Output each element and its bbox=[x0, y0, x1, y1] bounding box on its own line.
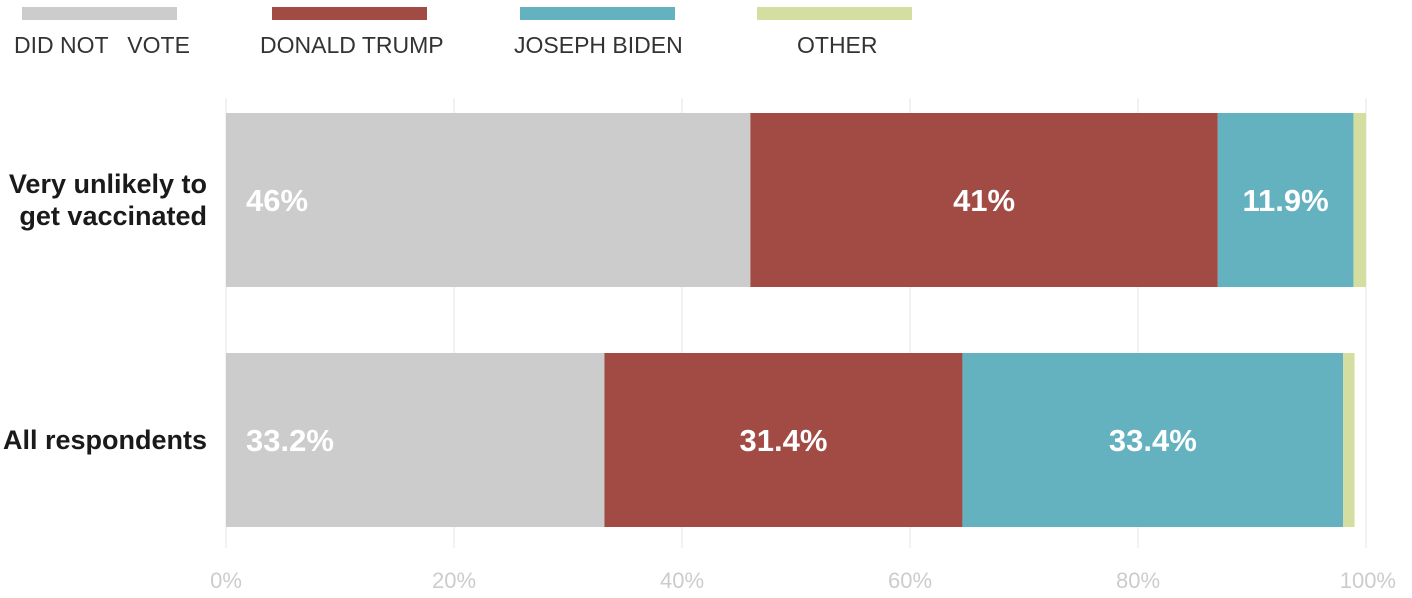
legend-swatch-did-not-vote bbox=[22, 7, 177, 20]
bar-segment-other-all-respondents bbox=[1343, 353, 1355, 527]
x-tick-label-5: 100% bbox=[1340, 568, 1396, 593]
category-label-all-respondents-line-0: All respondents bbox=[3, 425, 207, 455]
data-label-joseph-biden-all-respondents: 33.4% bbox=[1109, 423, 1197, 458]
data-label-joseph-biden-very-unlikely-to-get-vaccinated: 11.9% bbox=[1243, 183, 1329, 218]
bar-segment-did-not-vote-all-respondents bbox=[226, 353, 605, 527]
data-label-donald-trump-all-respondents: 31.4% bbox=[740, 423, 828, 458]
legend-label-joseph-biden: JOSEPH BIDEN bbox=[514, 32, 683, 58]
x-axis-ticks: 0% 20% 40% 60% 80% 100% bbox=[210, 568, 1396, 593]
x-tick-label-0: 0% bbox=[210, 568, 242, 593]
legend-swatch-joseph-biden bbox=[520, 7, 675, 20]
data-label-did-not-vote-all-respondents: 33.2% bbox=[246, 423, 334, 458]
bar-segment-did-not-vote-very-unlikely-to-get-vaccinated bbox=[226, 113, 751, 287]
legend-item-donald-trump: DONALD TRUMP bbox=[260, 7, 444, 58]
bar-row-very-unlikely-to-get-vaccinated: 46% 41% 11.9% bbox=[226, 113, 1366, 287]
legend-label-other: OTHER bbox=[797, 32, 878, 58]
legend-item-other: OTHER bbox=[757, 7, 912, 58]
bar-segment-joseph-biden-very-unlikely-to-get-vaccinated bbox=[1217, 113, 1354, 287]
legend: DID NOT VOTE DONALD TRUMP JOSEPH BIDEN OTHE… bbox=[14, 7, 912, 58]
bar-segment-donald-trump-very-unlikely-to-get-vaccinated bbox=[750, 113, 1218, 287]
bar-row-all-respondents: 33.2% 31.4% 33.4% bbox=[226, 353, 1355, 527]
x-tick-label-4: 80% bbox=[1116, 568, 1160, 593]
x-tick-label-1: 20% bbox=[432, 568, 476, 593]
data-label-did-not-vote-very-unlikely-to-get-vaccinated: 46% bbox=[246, 183, 308, 218]
bars: 46% 41% 11.9% 33.2% 31.4% 33.4% bbox=[226, 113, 1366, 527]
bar-segment-other-very-unlikely-to-get-vaccinated bbox=[1353, 113, 1366, 287]
legend-swatch-other bbox=[757, 7, 912, 20]
legend-item-joseph-biden: JOSEPH BIDEN bbox=[514, 7, 683, 58]
legend-item-did-not-vote: DID NOT VOTE bbox=[14, 7, 190, 58]
legend-label-donald-trump: DONALD TRUMP bbox=[260, 32, 444, 58]
bar-segment-donald-trump-all-respondents bbox=[604, 353, 963, 527]
x-tick-label-2: 40% bbox=[660, 568, 704, 593]
category-label-very-unlikely-to-get-vaccinated-line-0: Very unlikely to bbox=[9, 169, 207, 199]
bar-segment-joseph-biden-all-respondents bbox=[962, 353, 1344, 527]
category-label-very-unlikely-to-get-vaccinated-line-1: get vaccinated bbox=[19, 201, 207, 231]
legend-label-did-not-vote: DID NOT VOTE bbox=[14, 32, 190, 58]
data-label-donald-trump-very-unlikely-to-get-vaccinated: 41% bbox=[953, 183, 1015, 218]
x-tick-label-3: 60% bbox=[888, 568, 932, 593]
legend-swatch-donald-trump bbox=[272, 7, 427, 20]
